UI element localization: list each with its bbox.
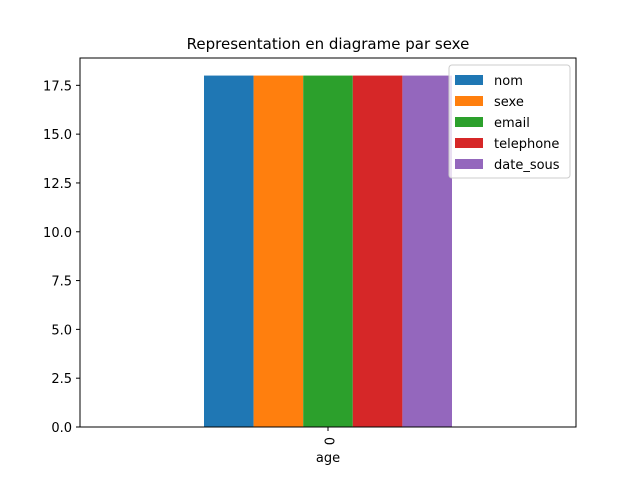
legend-swatch-sexe: [455, 96, 483, 106]
y-tick-label: 17.5: [43, 79, 72, 94]
bar-sexe: [253, 75, 304, 428]
legend: nom sexe email telephone date_sous: [448, 64, 571, 179]
legend-swatch-nom: [455, 75, 483, 85]
y-tick-label: 12.5: [43, 177, 72, 192]
y-tick-label: 5.0: [51, 323, 72, 338]
legend-swatch-telephone: [455, 138, 483, 148]
legend-label-date_sous: date_sous: [494, 158, 560, 173]
legend-label-email: email: [494, 116, 530, 131]
bars-group: [204, 75, 452, 428]
legend-label-sexe: sexe: [494, 95, 524, 110]
y-tick-label: 0.0: [51, 421, 72, 436]
bar-telephone: [352, 75, 403, 428]
legend-swatch-date_sous: [455, 159, 483, 169]
y-tick-label: 15.0: [43, 128, 72, 143]
legend-swatch-email: [455, 117, 483, 127]
legend-box: [448, 64, 571, 179]
legend-label-telephone: telephone: [494, 137, 559, 152]
plot-frame: [79, 57, 577, 428]
x-axis: 0: [321, 427, 336, 445]
x-tick-label: 0: [321, 437, 336, 445]
legend-label-nom: nom: [494, 74, 523, 89]
bar-date_sous: [402, 75, 452, 428]
y-axis: 0.0 2.5 5.0 7.5 10.0 12.5 15.0 17.5: [43, 79, 80, 436]
bar-email: [303, 75, 353, 428]
x-axis-label: age: [316, 451, 340, 466]
y-tick-label: 10.0: [43, 226, 72, 241]
y-tick-label: 7.5: [51, 275, 72, 290]
y-tick-label: 2.5: [51, 372, 72, 387]
bar-nom: [204, 75, 254, 428]
chart-title: Representation en diagrame par sexe: [187, 35, 470, 53]
